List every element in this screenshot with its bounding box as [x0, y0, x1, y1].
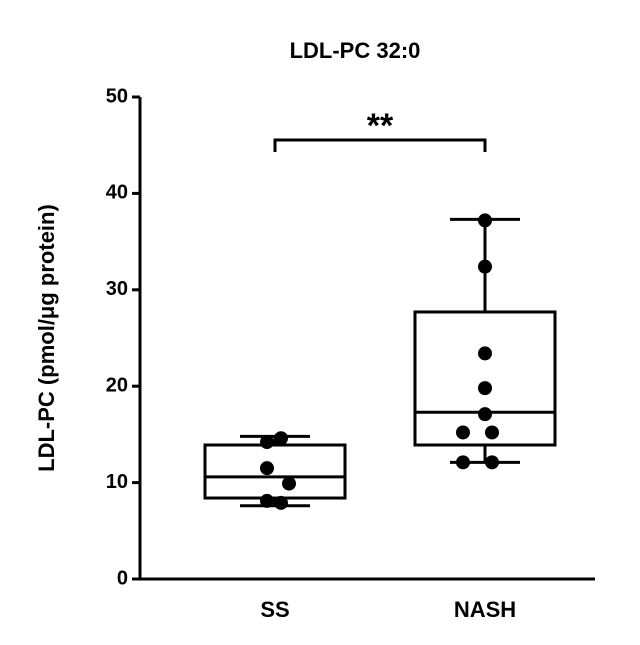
box	[415, 312, 555, 445]
y-tick-label: 40	[106, 182, 128, 204]
chart: LDL-PC 32:0 LDL-PC (pmol/μg protein) ** …	[0, 0, 640, 640]
page: {"chart_data": {"type": "box", "title": …	[0, 0, 640, 645]
data-point	[456, 425, 470, 439]
data-point	[478, 407, 492, 421]
data-point	[274, 431, 288, 445]
data-point	[260, 494, 274, 508]
data-point	[478, 213, 492, 227]
y-tick-label: 20	[106, 374, 128, 396]
x-tick-label: SS	[260, 597, 289, 622]
data-point	[478, 346, 492, 360]
data-point	[260, 461, 274, 475]
y-tick-label: 0	[117, 567, 128, 589]
chart-title: LDL-PC 32:0	[290, 38, 421, 63]
data-point	[274, 496, 288, 510]
y-axis-label: LDL-PC (pmol/μg protein)	[34, 204, 59, 472]
x-tick-label: NASH	[454, 597, 516, 622]
data-point	[478, 260, 492, 274]
data-point	[456, 455, 470, 469]
y-tick-label: 30	[106, 278, 128, 300]
data-point	[485, 455, 499, 469]
y-tick-label: 10	[106, 471, 128, 493]
data-point	[478, 381, 492, 395]
data-point	[260, 435, 274, 449]
data-point	[485, 425, 499, 439]
box	[205, 445, 345, 498]
data-point	[282, 477, 296, 491]
y-tick-label: 50	[106, 85, 128, 107]
